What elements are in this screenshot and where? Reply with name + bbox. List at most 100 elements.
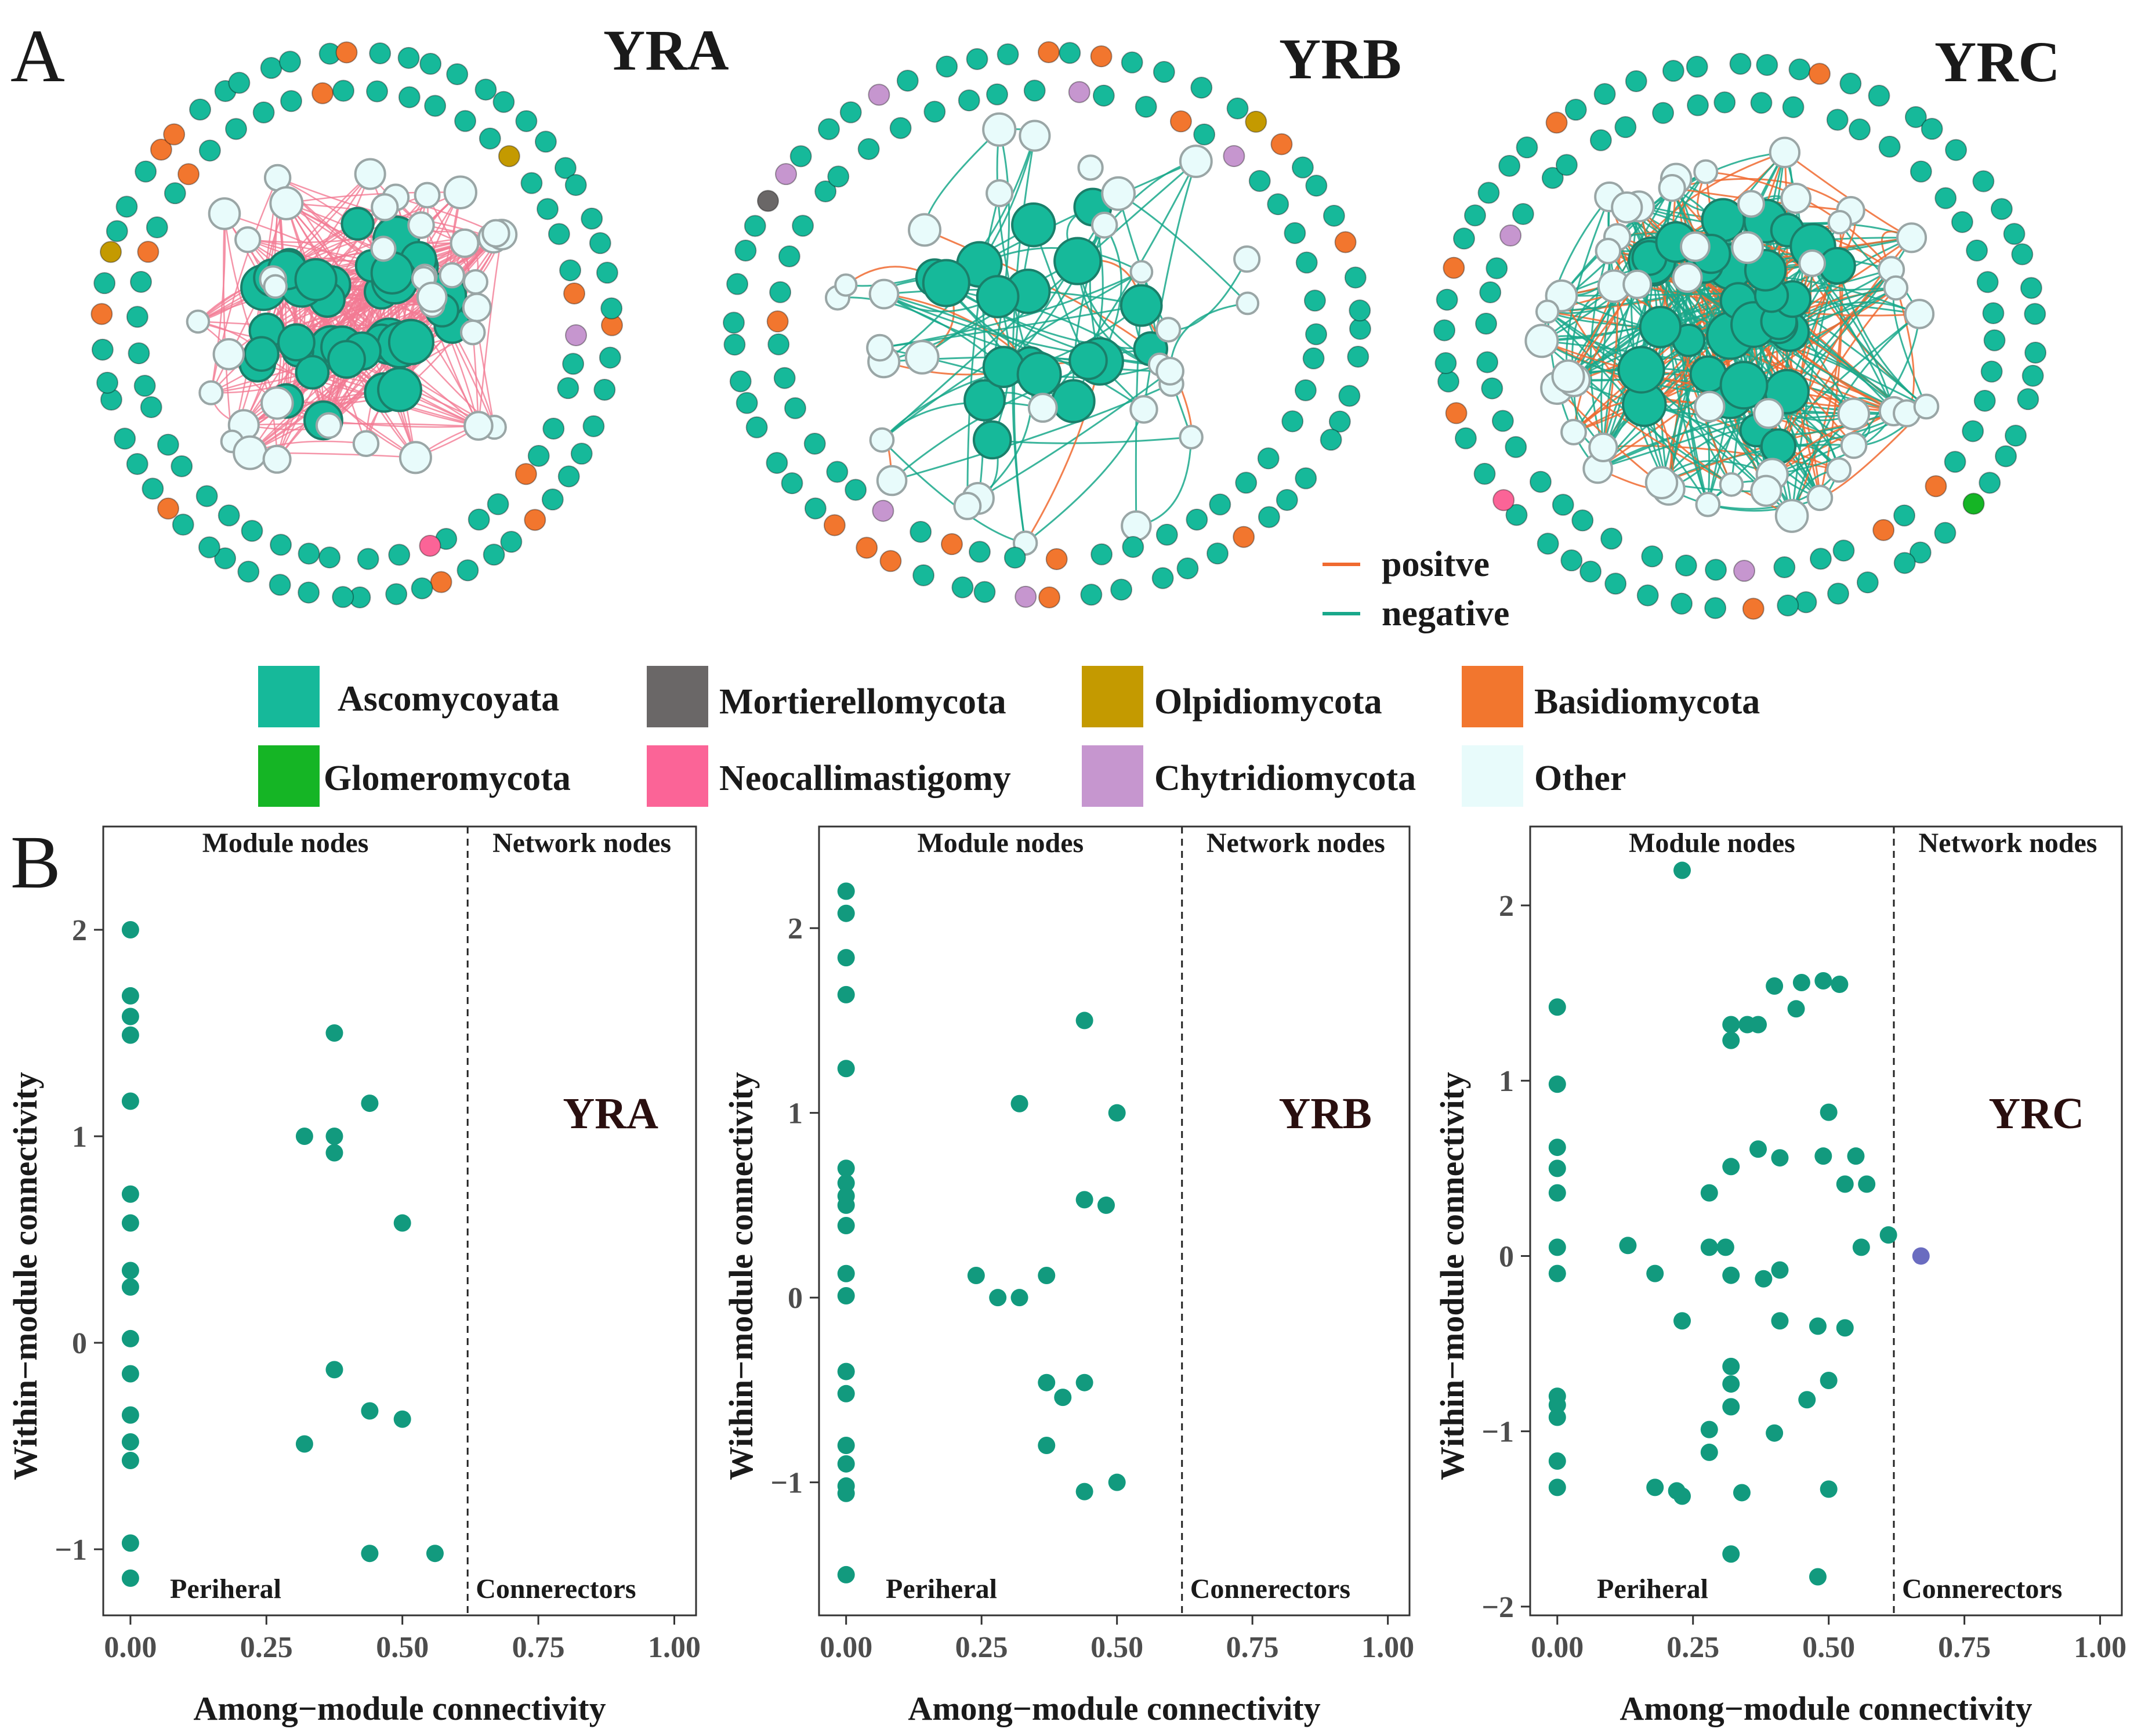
- legend-swatch-ascomycoyata: [258, 666, 320, 727]
- scatter-point: [1548, 1238, 1566, 1256]
- network-node-ascomycota: [279, 50, 302, 73]
- network-node-ascomycota: [492, 90, 515, 113]
- network-node-other: [1129, 395, 1158, 424]
- network-edge: [992, 436, 1191, 444]
- y-tick-label: 2: [72, 914, 87, 947]
- scatter-point: [1749, 1140, 1767, 1158]
- network-node-other: [443, 175, 477, 209]
- network-node-basidiomycota: [150, 138, 172, 161]
- panel-label-b: B: [10, 821, 61, 904]
- network-node-ascomycota: [1980, 360, 2003, 383]
- network-node-ascomycota: [599, 346, 621, 369]
- x-tick-label: 0.50: [1802, 1631, 1855, 1664]
- network-node-ascomycota: [792, 215, 814, 237]
- network-node-ascomycota: [845, 479, 867, 501]
- network-node-ascomycota: [1207, 542, 1229, 565]
- y-axis-title-yrc: Within−module connectivity: [1433, 1072, 1471, 1480]
- network-node-hub: [982, 346, 1025, 389]
- network-node-other: [407, 211, 435, 239]
- network-node-other: [450, 228, 480, 258]
- network-node-ascomycota: [1809, 548, 1832, 570]
- network-node-ascomycota: [1705, 559, 1727, 581]
- network-node-ascomycota: [554, 157, 577, 179]
- legend-swatch-neocallimastigomy: [647, 745, 708, 807]
- network-edge: [311, 372, 416, 458]
- network-node-glomeromycota: [1962, 492, 1985, 515]
- network-node-ascomycota: [1979, 472, 2001, 494]
- network-node-ascomycota: [1338, 385, 1361, 407]
- panel-label-a: A: [10, 15, 65, 98]
- network-node-ascomycota: [411, 577, 433, 600]
- network-node-ascomycota: [369, 42, 392, 64]
- network-node-basidiomycota: [1090, 45, 1113, 68]
- network-node-ascomycota: [1973, 389, 1996, 412]
- network-node-other: [186, 309, 211, 334]
- network-node-ascomycota: [2003, 223, 2026, 245]
- network-edge: [1024, 361, 1101, 544]
- scatter-point: [325, 1361, 343, 1379]
- scatter-point: [1852, 1238, 1870, 1256]
- network-node-ascomycota: [541, 488, 564, 511]
- network-node-ascomycota: [1302, 347, 1325, 369]
- network-node-hub: [1119, 284, 1163, 327]
- network-node-ascomycota: [172, 513, 194, 536]
- x-tick-label: 0.00: [104, 1631, 157, 1664]
- network-node-ascomycota: [260, 57, 282, 79]
- network-node-ascomycota: [332, 79, 355, 102]
- network-node-other: [1753, 398, 1784, 429]
- y-tick-label: 1: [72, 1121, 87, 1154]
- network-node-ascomycota: [1729, 53, 1752, 75]
- network-node-basidiomycota: [524, 509, 546, 531]
- network-node-hub: [1051, 379, 1096, 423]
- scatter-point: [1814, 972, 1832, 990]
- scatter-point: [295, 1128, 313, 1146]
- network-node-ascomycota: [198, 139, 221, 162]
- scatter-point: [361, 1402, 379, 1420]
- network-node-ascomycota: [1295, 467, 1317, 490]
- scatter-point: [1831, 976, 1849, 993]
- network-node-ascomycota: [106, 220, 128, 242]
- network-node-hub: [377, 367, 422, 412]
- legend-label-olpidiomycota: Olpidiomycota: [1154, 682, 1382, 722]
- scatter-point: [1847, 1147, 1865, 1165]
- network-node-other: [1101, 176, 1136, 211]
- network-node-basidiomycota: [563, 282, 586, 305]
- network-node-ascomycota: [228, 71, 251, 94]
- network-node-chytridiomycota: [1068, 81, 1090, 103]
- network-node-ascomycota: [269, 574, 291, 596]
- network-node-basidiomycota: [1169, 110, 1192, 133]
- network-node-other: [1155, 317, 1182, 343]
- network-node-other: [1806, 484, 1834, 512]
- network-node-ascomycota: [96, 371, 119, 394]
- scatter-point: [837, 1436, 855, 1454]
- network-node-ascomycota: [298, 542, 320, 565]
- network-node-other: [1129, 260, 1154, 284]
- network-node-ascomycota: [1481, 377, 1503, 400]
- scatter-point: [837, 1484, 855, 1502]
- network-node-other: [1780, 183, 1812, 214]
- network-node-hub: [1639, 306, 1682, 349]
- network-node-ascomycota: [142, 477, 164, 500]
- network-node-other: [1524, 324, 1559, 358]
- network-node-ascomycota: [1080, 584, 1103, 606]
- region-label-module-yrc: Module nodes: [1629, 828, 1795, 858]
- scatter-point: [1722, 1266, 1740, 1284]
- network-node-ascomycota: [1294, 379, 1317, 401]
- network-node-neocallimastigomy: [419, 534, 441, 557]
- network-node-ascomycota: [1281, 410, 1304, 433]
- network-node-ascomycota: [736, 392, 758, 414]
- network-node-ascomycota: [424, 95, 447, 117]
- scatter-point: [121, 1262, 139, 1280]
- network-node-ascomycota: [778, 245, 800, 268]
- network-node-basidiomycota: [157, 497, 179, 520]
- x-tick-label: 0.50: [376, 1631, 429, 1664]
- region-label-peripheral-yrc: Periheral: [1597, 1574, 1708, 1604]
- network-node-ascomycota: [1893, 552, 1916, 574]
- network-panels: YRA YRB YRC: [90, 18, 2060, 620]
- network-node-ascomycota: [729, 370, 752, 393]
- network-node-ascomycota: [1756, 53, 1778, 76]
- scatter-point: [837, 1216, 855, 1234]
- scatter-point: [1798, 1391, 1816, 1409]
- network-node-ascomycota: [2021, 364, 2044, 387]
- network-node-ascomycota: [1505, 436, 1527, 458]
